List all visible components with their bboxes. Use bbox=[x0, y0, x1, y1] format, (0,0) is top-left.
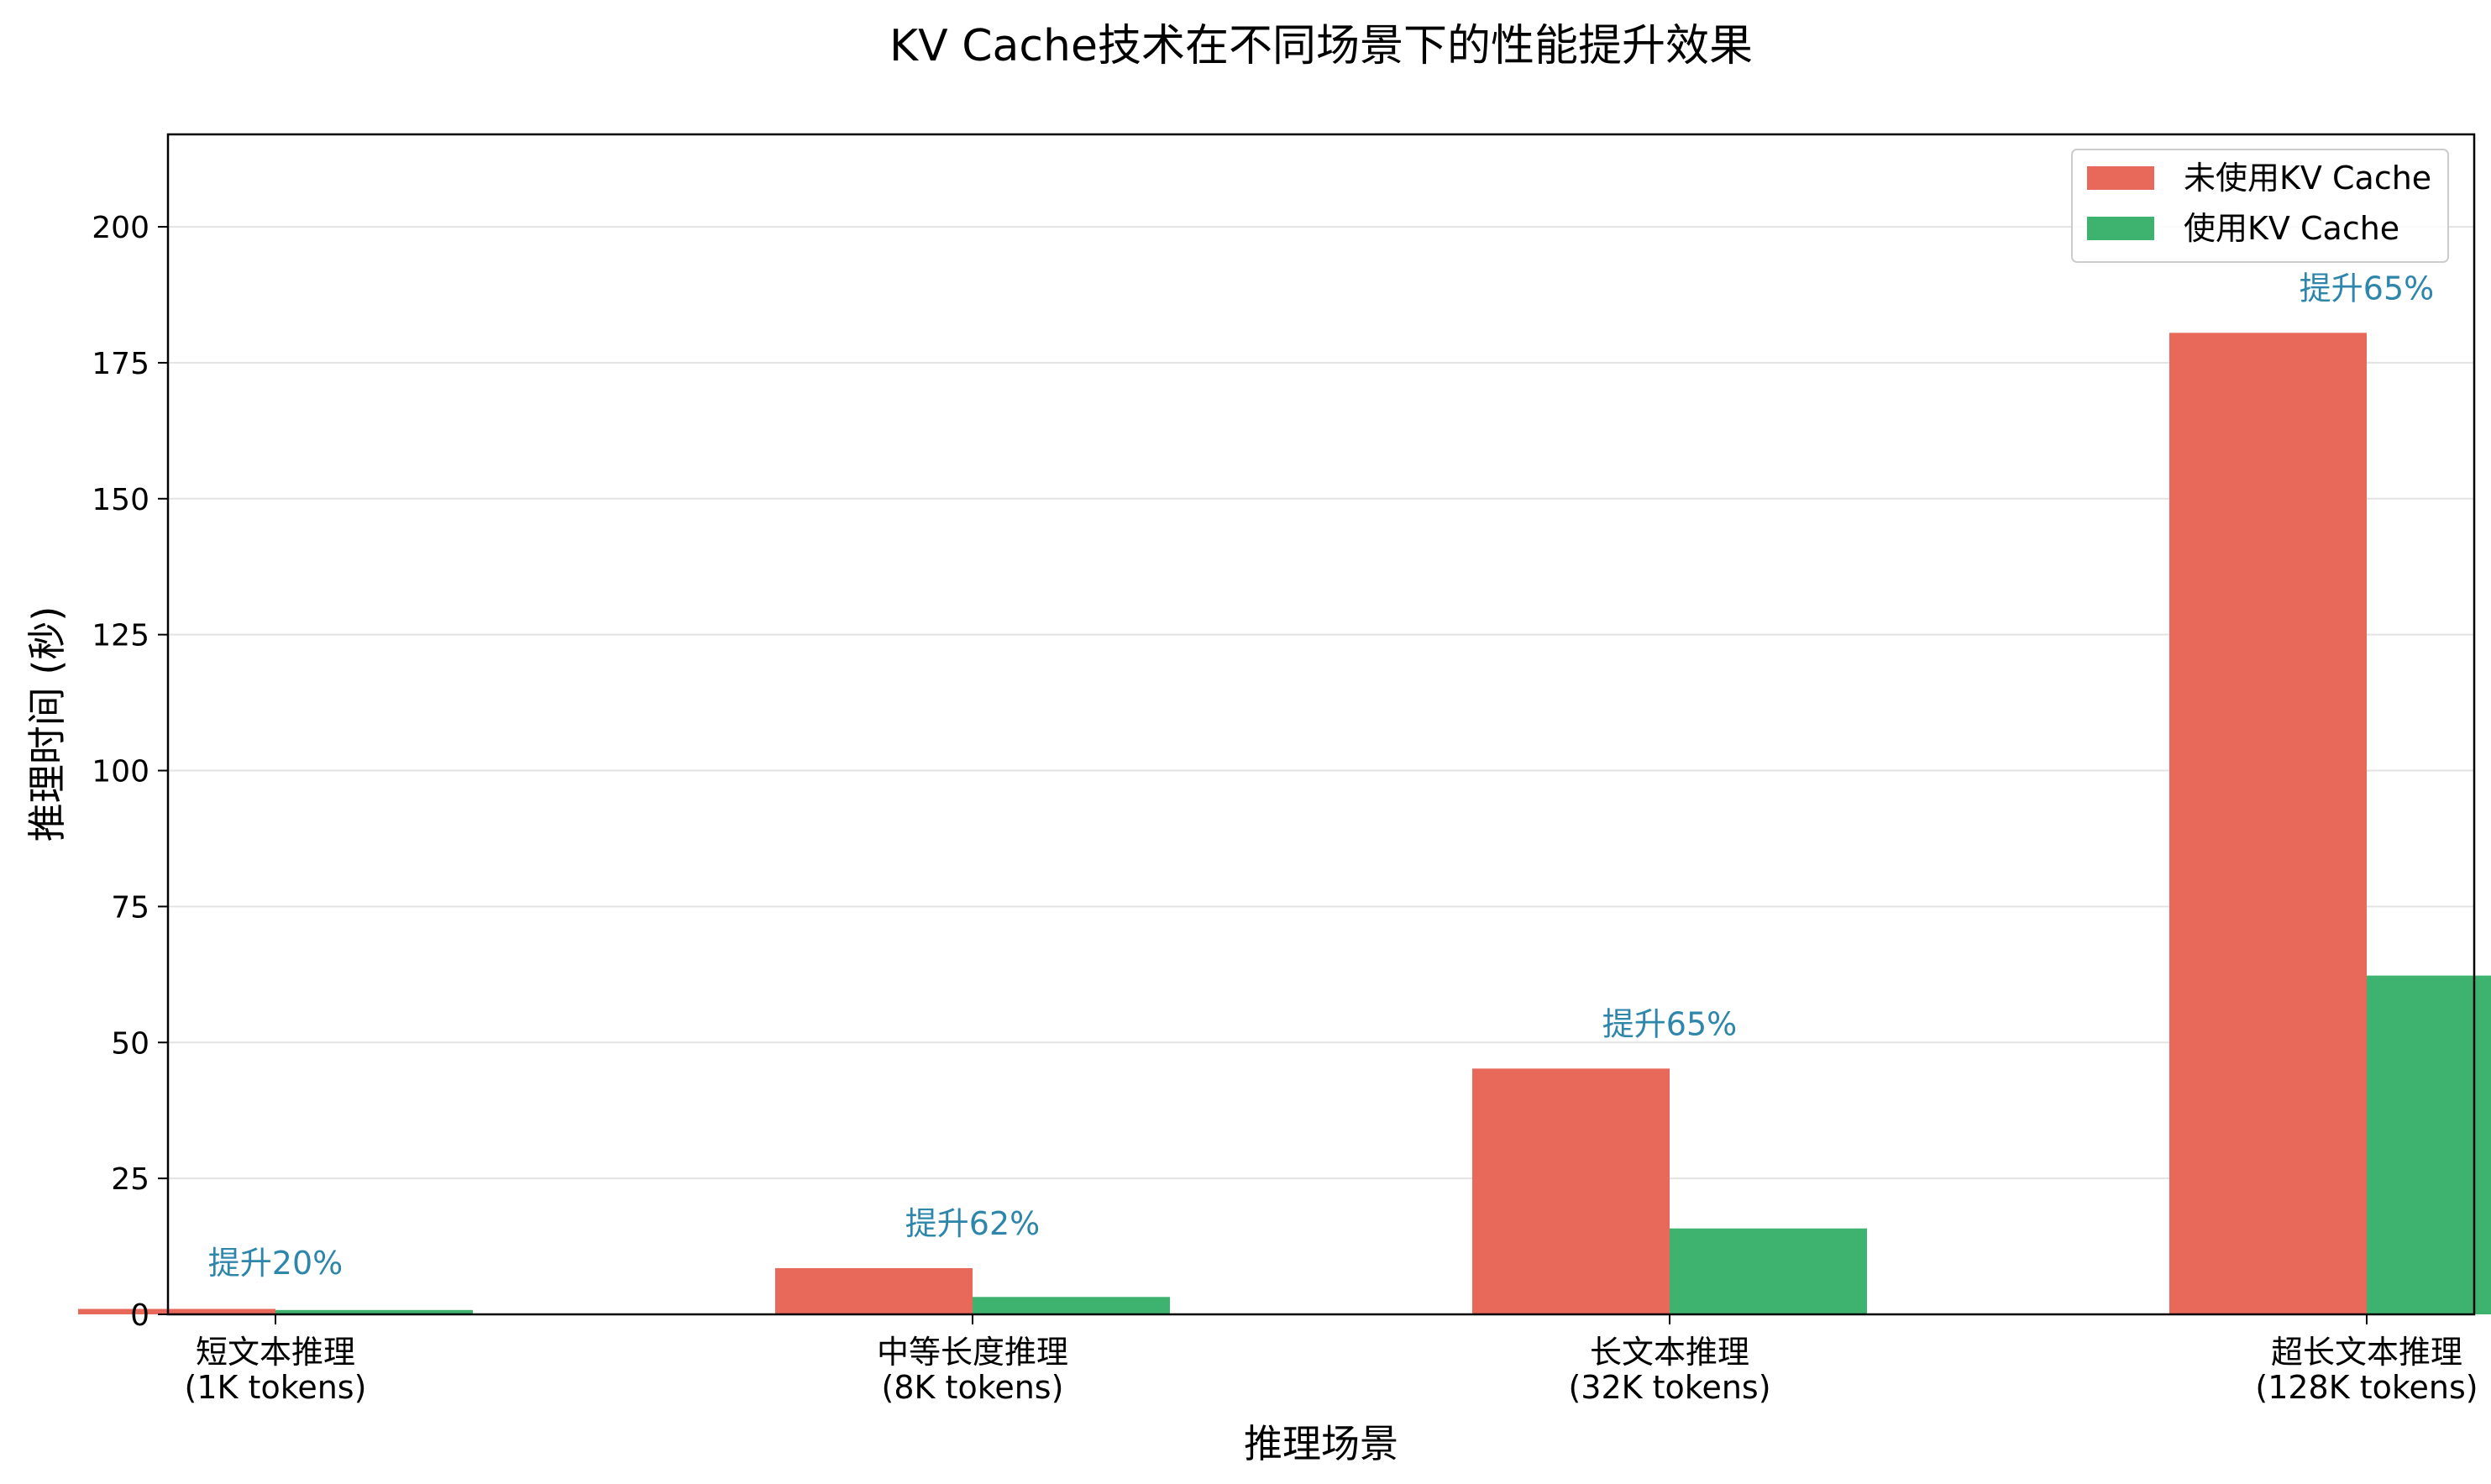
chart-title: KV Cache技术在不同场景下的性能提升效果 bbox=[889, 21, 1753, 71]
bar-with-kv-cache bbox=[2367, 975, 2491, 1314]
plot-frame bbox=[166, 133, 2476, 1316]
improvement-label: 提升20% bbox=[208, 1245, 343, 1282]
x-tick-sublabel: (8K tokens) bbox=[882, 1369, 1064, 1406]
y-tick-label: 125 bbox=[92, 619, 149, 653]
legend-swatch bbox=[2087, 166, 2154, 190]
gridlines bbox=[168, 226, 2474, 1315]
x-axis-label: 推理场景 bbox=[1244, 1421, 1398, 1466]
bar-with-kv-cache bbox=[973, 1297, 1170, 1314]
bar-without-kv-cache bbox=[78, 1308, 275, 1314]
y-tick-label: 25 bbox=[111, 1162, 149, 1197]
x-tick-label: 长文本推理 bbox=[1590, 1334, 1749, 1371]
y-axis-label: 推理时间 (秒) bbox=[24, 606, 70, 842]
bar-without-kv-cache bbox=[2169, 333, 2367, 1314]
improvement-label: 提升65% bbox=[1602, 1005, 1737, 1042]
x-tick-sublabel: (128K tokens) bbox=[2255, 1369, 2478, 1406]
bars bbox=[78, 333, 2491, 1314]
legend-swatch bbox=[2087, 217, 2154, 240]
x-tick-label: 超长文本推理 bbox=[2271, 1334, 2462, 1371]
legend: 未使用KV Cache 使用KV Cache bbox=[2071, 149, 2449, 263]
y-tick-label: 150 bbox=[92, 483, 149, 517]
y-tick-label: 50 bbox=[111, 1026, 149, 1061]
y-tick-label: 100 bbox=[92, 755, 149, 789]
y-tick-label: 0 bbox=[130, 1298, 149, 1333]
improvement-label: 提升65% bbox=[2300, 270, 2434, 307]
annotations: 提升20% 提升62% 提升65% 提升65% bbox=[208, 270, 2434, 1282]
bar-with-kv-cache bbox=[1670, 1228, 1867, 1314]
x-tick-label: 中等长度推理 bbox=[877, 1334, 1068, 1371]
legend-label: 使用KV Cache bbox=[2184, 210, 2399, 247]
x-tick-sublabel: (1K tokens) bbox=[185, 1369, 367, 1406]
bar-without-kv-cache bbox=[775, 1267, 973, 1314]
legend-label: 未使用KV Cache bbox=[2184, 160, 2431, 197]
improvement-label: 提升62% bbox=[905, 1205, 1040, 1242]
x-tick-label: 短文本推理 bbox=[196, 1334, 355, 1371]
y-tick-label: 75 bbox=[111, 890, 149, 925]
y-axis: 0 25 50 75 100 125 150 175 200 bbox=[92, 211, 168, 1333]
legend-box bbox=[2071, 149, 2449, 263]
y-tick-label: 200 bbox=[92, 211, 149, 245]
bar-with-kv-cache bbox=[275, 1309, 473, 1314]
x-axis: 短文本推理(1K tokens) 中等长度推理(8K tokens) 长文本推理(3… bbox=[185, 1314, 2478, 1406]
x-tick-sublabel: (32K tokens) bbox=[1568, 1369, 1770, 1406]
bar-without-kv-cache bbox=[1472, 1068, 1670, 1314]
y-tick-label: 175 bbox=[92, 347, 149, 381]
